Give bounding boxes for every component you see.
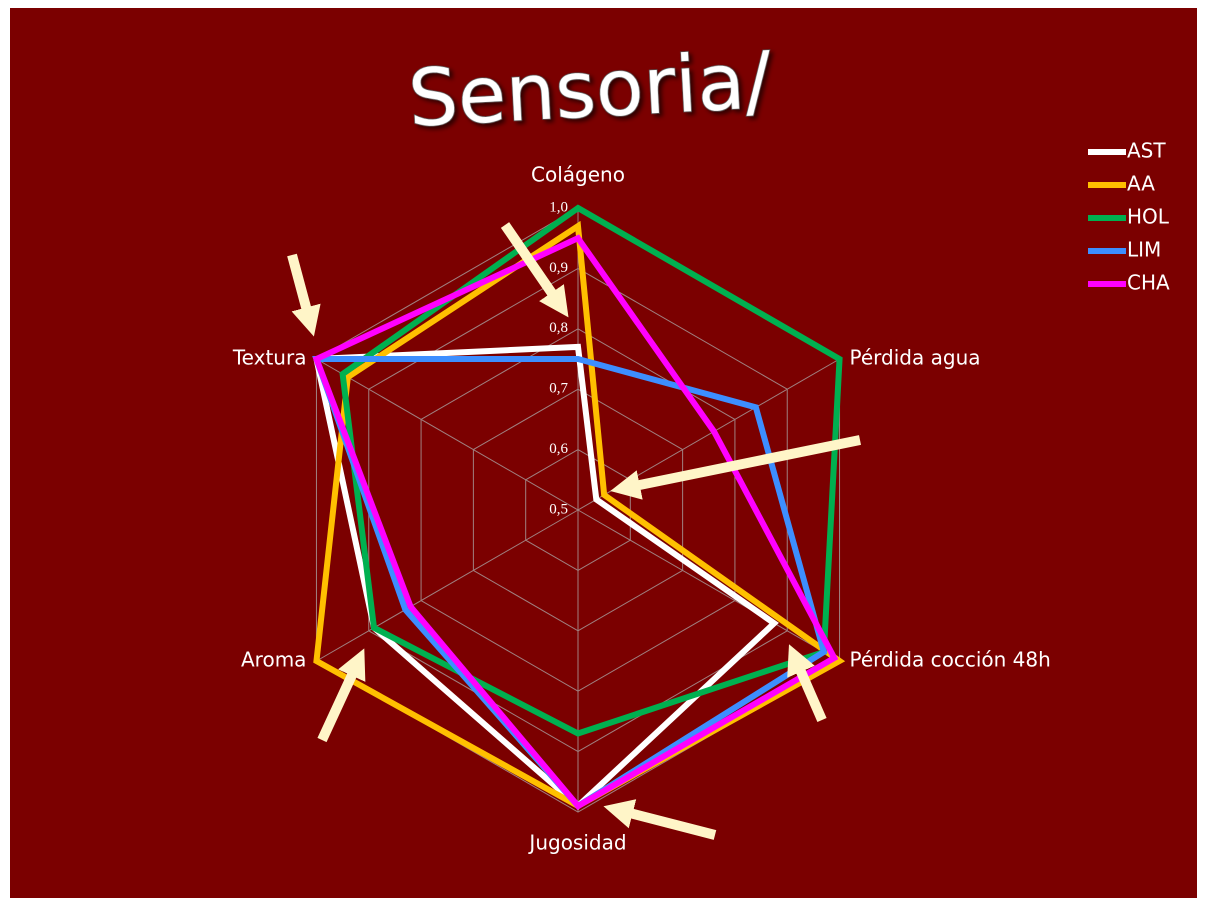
legend-label: HOL (1127, 205, 1170, 229)
legend-label: AST (1127, 139, 1166, 163)
tick-label: 0,8 (549, 320, 568, 336)
series-line (339, 204, 843, 737)
legend-label: CHA (1127, 271, 1170, 295)
category-label: Colágeno (531, 163, 625, 187)
arrow (787, 644, 827, 722)
tick-label: 1,0 (549, 199, 568, 215)
category-label: Pérdida cocción 48h (850, 648, 1051, 672)
tick-label: 0,7 (549, 381, 568, 397)
arrow (603, 799, 717, 840)
annotation-arrows (287, 222, 862, 840)
spoke (577, 509, 840, 662)
chart-title: Sensoria/ (406, 36, 774, 145)
arrow (287, 253, 321, 337)
background (10, 8, 1197, 898)
legend-label: LIM (1127, 238, 1161, 262)
spoke (316, 509, 579, 662)
category-label: Pérdida agua (850, 346, 981, 370)
tick-label: 0,5 (549, 501, 568, 517)
tick-label: 0,9 (549, 260, 568, 276)
legend-label: AA (1127, 172, 1155, 196)
series-line (312, 234, 839, 810)
arrow (500, 222, 569, 318)
category-label: Jugosidad (527, 831, 626, 855)
arrow (610, 435, 862, 500)
arrow (317, 648, 366, 743)
plot: 0,5 0,6 0,7 0,8 0,9 1,0 Colágeno Pérdida agua Pé… (232, 139, 1170, 855)
category-label: Textura (232, 346, 307, 370)
category-label: Aroma (241, 648, 306, 672)
tick-label: 0,6 (549, 441, 568, 457)
spoke (316, 358, 579, 511)
